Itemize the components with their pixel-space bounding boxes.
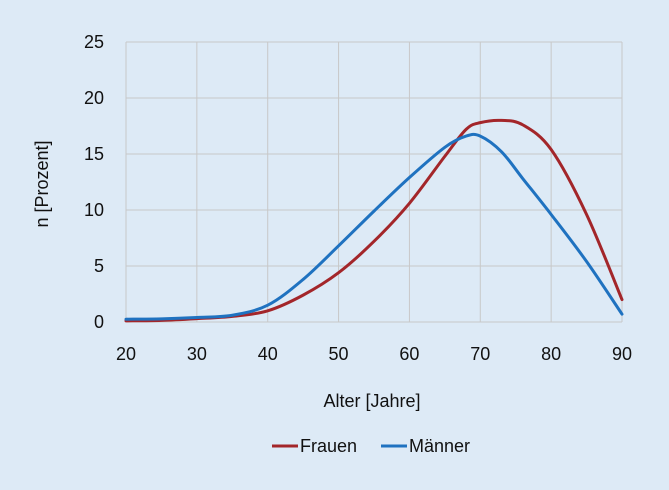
- y-tick-label: 5: [94, 256, 104, 276]
- tick-labels: 0 5 10 15 20 25 20 30 40 50 60 70 80 90: [84, 32, 632, 364]
- series-lines: [124, 118, 624, 323]
- y-tick-label: 20: [84, 88, 104, 108]
- x-tick-label: 60: [399, 344, 419, 364]
- x-axis-title: Alter [Jahre]: [323, 391, 420, 411]
- legend: Frauen Männer: [272, 436, 470, 456]
- gridlines: [126, 41, 623, 322]
- x-tick-label: 80: [541, 344, 561, 364]
- series-line-mnner: [124, 132, 624, 321]
- legend-label-frauen: Frauen: [300, 436, 357, 456]
- y-axis-title: n [Prozent]: [32, 140, 52, 227]
- x-tick-label: 40: [258, 344, 278, 364]
- x-tick-label: 50: [329, 344, 349, 364]
- x-tick-label: 90: [612, 344, 632, 364]
- y-tick-label: 15: [84, 144, 104, 164]
- series-line-frauen: [124, 118, 624, 323]
- x-tick-label: 30: [187, 344, 207, 364]
- x-tick-label: 20: [116, 344, 136, 364]
- y-tick-label: 10: [84, 200, 104, 220]
- axes: [125, 42, 622, 323]
- y-tick-label: 0: [94, 312, 104, 332]
- x-tick-label: 70: [470, 344, 490, 364]
- legend-label-maenner: Männer: [409, 436, 470, 456]
- y-tick-label: 25: [84, 32, 104, 52]
